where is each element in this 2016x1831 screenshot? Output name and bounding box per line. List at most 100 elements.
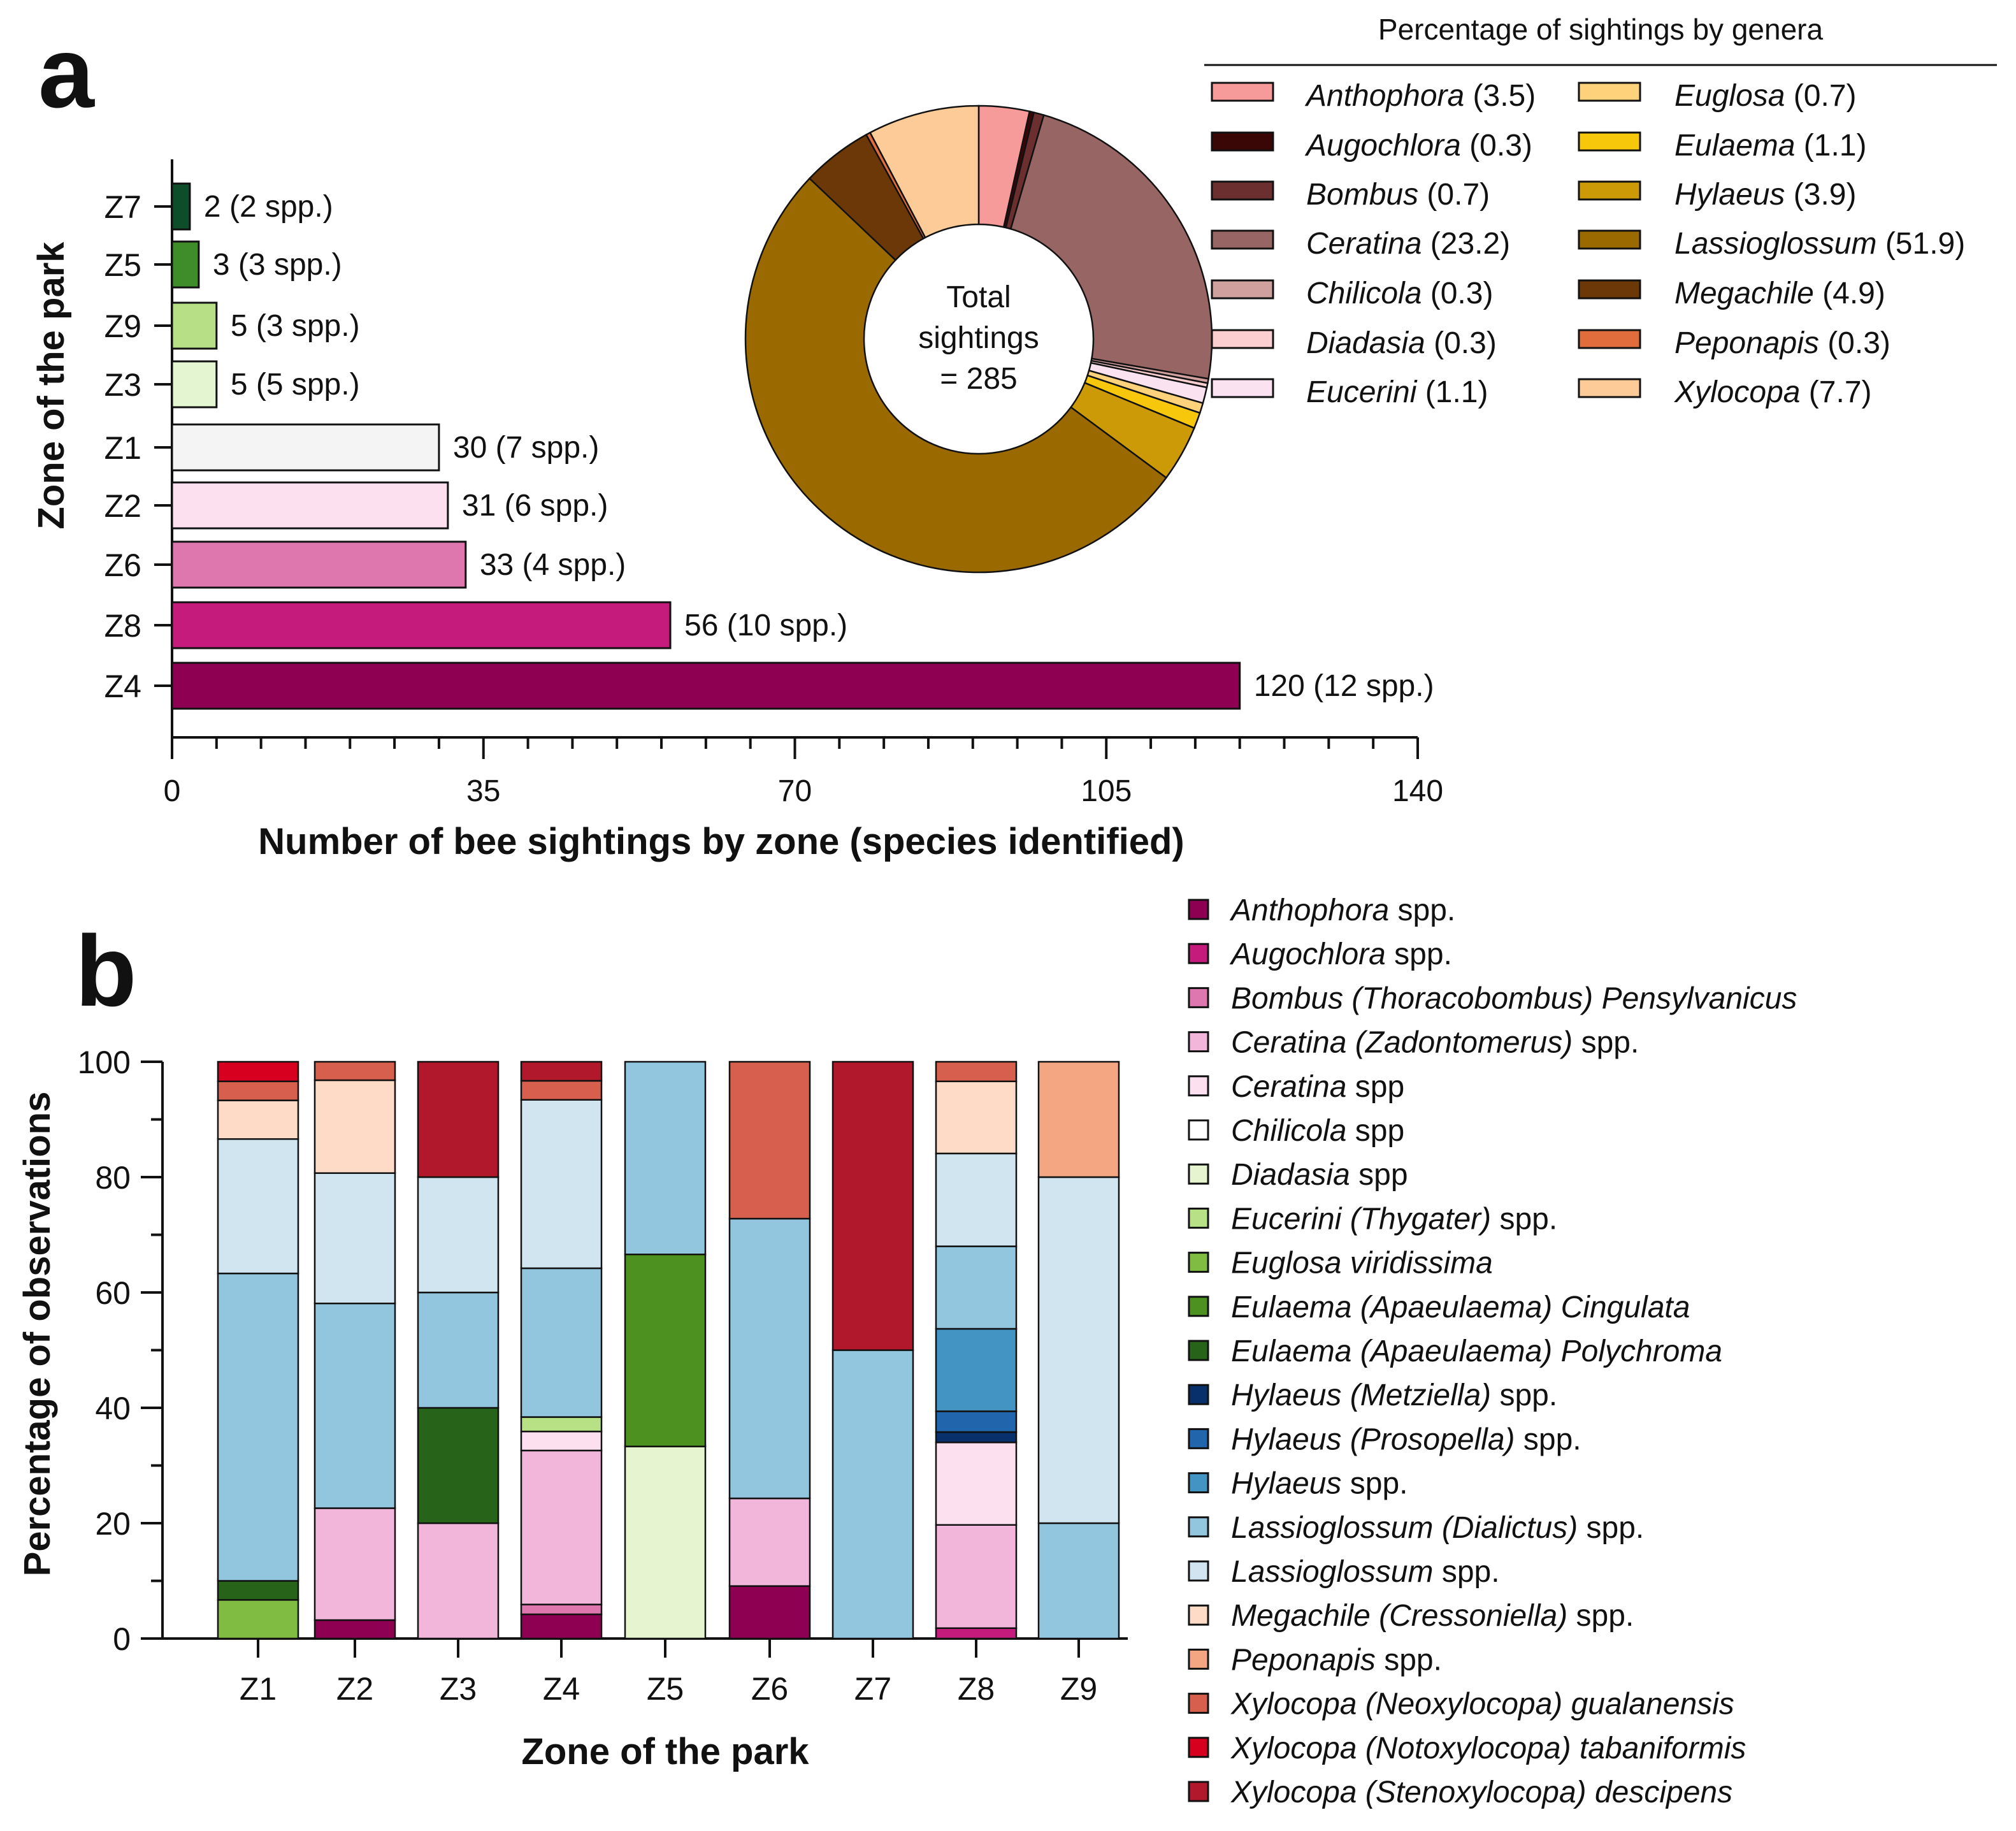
panel-b-legend-taxon: Eulaema (Apaeulaema) Polychroma: [1231, 1335, 1722, 1368]
donut-legend-percent: (0.3): [1425, 326, 1497, 360]
stack-segment-z4: [520, 1603, 603, 1616]
stack-segment-z8: [935, 1245, 1018, 1330]
panel-b-y-tick-label: 40: [95, 1391, 131, 1426]
donut-slice-lassioglossum: [744, 177, 1168, 574]
donut-legend-swatch: [1578, 229, 1641, 250]
donut-legend-swatch: [1578, 131, 1641, 152]
panel-b-legend-taxon: Chilicola: [1231, 1114, 1346, 1148]
stack-segment-z2: [313, 1507, 396, 1621]
donut-legend-entry: Bombus (0.7): [1306, 178, 1490, 212]
donut-legend-percent: (3.9): [1785, 178, 1856, 212]
stack-segment-z1: [217, 1580, 299, 1601]
stack-segment-z3: [417, 1060, 500, 1178]
donut-legend-genus: Xylocopa: [1674, 375, 1800, 409]
donut-legend-genus: Megachile: [1674, 277, 1814, 310]
panel-b-legend-entry: Hylaeus spp.: [1231, 1467, 1408, 1501]
panel-a-y-tick-label: Z5: [104, 247, 141, 283]
panel-b-x-tick-label: Z2: [336, 1671, 373, 1707]
panel-b-legend-swatch: [1188, 1737, 1209, 1758]
stack-segment-z1: [217, 1138, 299, 1275]
panel-b-x-tick-label: Z6: [751, 1671, 788, 1707]
bar-z8: [171, 601, 672, 649]
stack-segment-z9: [1037, 1522, 1120, 1640]
panel-b-legend-entry: Augochlora spp.: [1229, 937, 1452, 971]
panel-b-legend-taxon: Eulaema (Apaeulaema) Cingulata: [1231, 1291, 1690, 1324]
bar-z2: [171, 481, 449, 530]
panel-b-legend-entry: Ceratina spp: [1231, 1070, 1404, 1104]
bar-z1: [171, 423, 440, 472]
panel-a-y-tick-label: Z7: [104, 189, 141, 225]
stack-segment-z7: [832, 1349, 914, 1640]
stack-segment-z5: [624, 1445, 707, 1640]
donut-legend-genus: Augochlora: [1304, 129, 1461, 163]
stack-segment-z3: [417, 1522, 500, 1640]
data-label-z3: 5 (5 spp.): [231, 368, 360, 402]
donut-legend-entry: Diadasia (0.3): [1306, 326, 1497, 360]
stack-segment-z6: [728, 1060, 811, 1220]
donut-legend-title: Percentage of sightings by genera: [1378, 13, 1824, 46]
panel-b-legend-suffix: spp.: [1491, 1379, 1557, 1412]
stack-segment-z8: [935, 1060, 1018, 1083]
stack-segment-z4: [520, 1430, 603, 1452]
panel-b-legend-taxon: Lassioglossum (Dialictus): [1231, 1511, 1578, 1545]
data-label-z5: 3 (3 spp.): [213, 248, 342, 282]
donut-legend-swatch: [1578, 329, 1641, 349]
donut-legend-genus: Lassioglossum: [1674, 227, 1876, 261]
donut-legend-swatch: [1211, 279, 1274, 300]
panel-b-x-tick-label: Z9: [1060, 1671, 1097, 1707]
panel-b-legend-entry: Anthophora spp.: [1229, 894, 1455, 927]
panel-b-legend-suffix: spp.: [1567, 1599, 1634, 1633]
panel-b-legend-suffix: spp.: [1515, 1422, 1581, 1456]
donut-legend: Anthophora (3.5)Augochlora (0.3)Bombus (…: [1211, 79, 1965, 409]
donut-legend-genus: Peponapis: [1674, 326, 1819, 360]
panel-b-legend-entry: Hylaeus (Prosopella) spp.: [1231, 1422, 1581, 1456]
stack-segment-z2: [313, 1079, 396, 1174]
panel-b-legend-swatch: [1188, 1693, 1209, 1714]
donut-legend-genus: Eucerini: [1306, 375, 1418, 409]
bar-z9: [171, 301, 218, 350]
data-label-z9: 5 (3 spp.): [231, 309, 360, 343]
panel-b-legend-taxon: Ceratina: [1231, 1070, 1346, 1104]
stack-segment-z2: [313, 1302, 396, 1509]
stack-segment-z4: [520, 1416, 603, 1433]
donut-legend-genus: Ceratina: [1306, 227, 1422, 261]
panel-b-legend-entry: Lassioglossum spp.: [1231, 1555, 1500, 1589]
donut-legend-swatch: [1578, 378, 1641, 398]
data-label-z6: 33 (4 spp.): [480, 548, 626, 582]
stack-segment-z4: [520, 1267, 603, 1418]
donut-legend-swatch: [1211, 329, 1274, 349]
stack-segment-z3: [417, 1176, 500, 1294]
panel-b-y-tick-label: 60: [95, 1275, 131, 1311]
donut-legend-swatch: [1211, 229, 1274, 250]
panel-a-x-tick-label: 70: [778, 774, 812, 808]
panel-b-legend-swatch: [1188, 1031, 1209, 1053]
data-label-z7: 2 (2 spp.): [204, 190, 333, 224]
panel-b-legend-entry: Eulaema (Apaeulaema) Polychroma: [1231, 1335, 1722, 1368]
panel-b-legend-swatch: [1188, 1384, 1209, 1405]
panel-b-legend-entry: Hylaeus (Metziella) spp.: [1231, 1379, 1557, 1412]
panel-b-legend-suffix: spp.: [1341, 1467, 1408, 1501]
donut-legend-entry: Lassioglossum (51.9): [1674, 227, 1965, 261]
panel-b-legend-swatch: [1188, 1604, 1209, 1626]
data-label-z8: 56 (10 spp.): [684, 609, 847, 642]
panel-a-x-tick-label: 140: [1392, 774, 1443, 808]
panel-a: a Zone of the park Number of bee sightin…: [31, 17, 1443, 862]
stack-segment-z3: [417, 1291, 500, 1409]
stack-segment-z1: [217, 1272, 299, 1582]
panel-b-legend-suffix: spp: [1350, 1158, 1408, 1192]
data-label-z4: 120 (12 spp.): [1254, 669, 1434, 703]
stack-segment-z1: [217, 1099, 299, 1140]
stack-segment-z8: [935, 1431, 1018, 1444]
bar-z6: [171, 540, 467, 589]
panel-b-legend-entry: Xylocopa (Neoxylocopa) gualanensis: [1230, 1688, 1734, 1721]
donut-legend-entry: Megachile (4.9): [1674, 277, 1885, 310]
panel-b-legend-swatch: [1188, 1340, 1209, 1361]
panel-b-legend-taxon: Ceratina (Zadontomerus): [1231, 1026, 1573, 1060]
panel-b-x-tick-label: Z4: [543, 1671, 580, 1707]
donut-slice-xylocopa: [868, 105, 980, 239]
panel-b-legend-suffix: spp.: [1386, 937, 1452, 971]
donut-legend-genus: Euglosa: [1674, 79, 1785, 113]
panel-b-legend-taxon: Euglosa viridissima: [1231, 1247, 1493, 1280]
panel-b-legend-entry: Diadasia spp: [1231, 1158, 1408, 1192]
panel-b-legend-entry: Bombus (Thoracobombus) Pensylvanicus: [1231, 981, 1797, 1015]
